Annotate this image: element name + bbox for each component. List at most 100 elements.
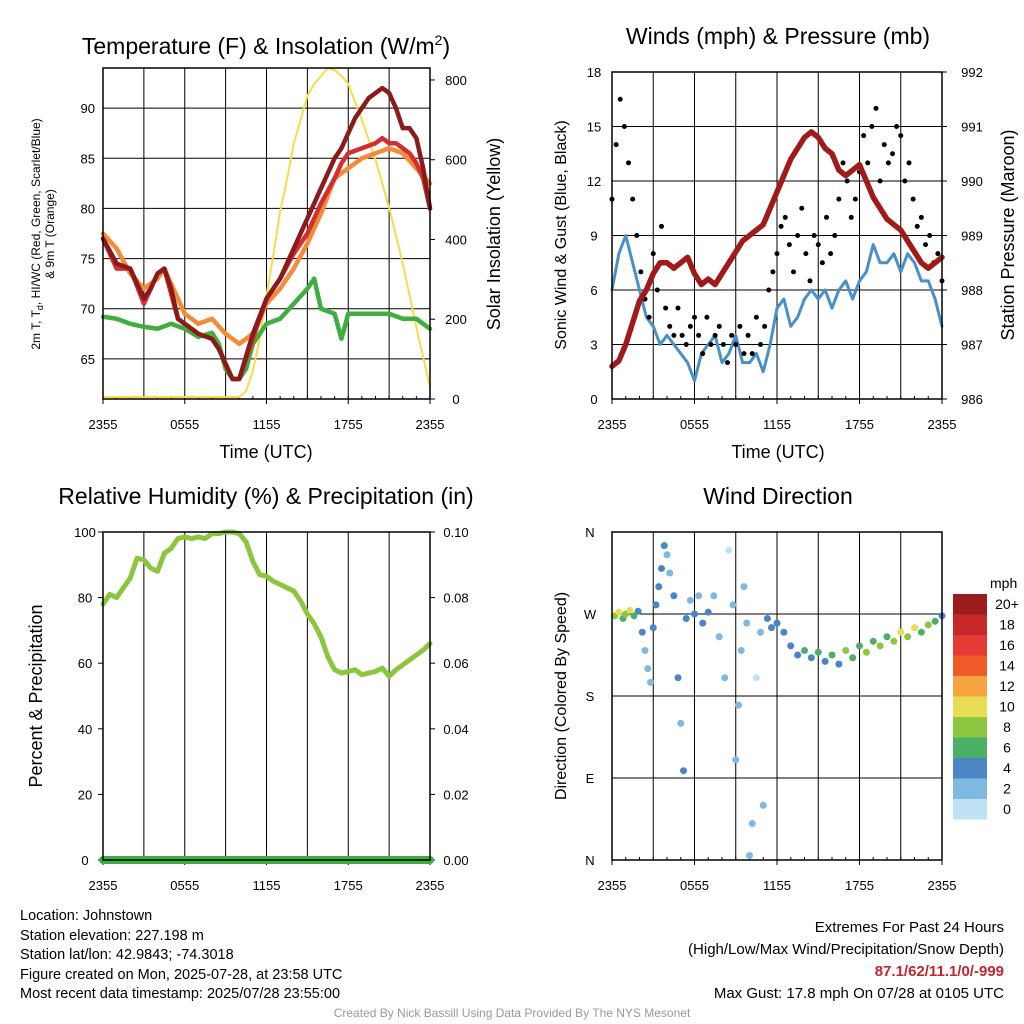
direction-xtick-label: 1755: [845, 878, 874, 893]
winds-y2tick-label: 988: [961, 283, 983, 298]
temperature-y2tick-label: 400: [445, 232, 467, 247]
winds-gust-point: [741, 351, 747, 357]
direction-legend-swatch: [953, 635, 987, 656]
direction-legend-label: 20+: [995, 596, 1019, 612]
winds-gust-point: [815, 242, 821, 248]
extremes-subtitle: (High/Low/Max Wind/Precipitation/Snow De…: [688, 941, 1004, 958]
extremes-title: Extremes For Past 24 Hours: [814, 919, 1004, 936]
direction-point: [644, 665, 652, 673]
winds-xtick-label: 1155: [763, 417, 791, 432]
direction-legend-swatch: [953, 594, 987, 615]
station-elevation: Station elevation: 227.198 m: [20, 927, 204, 944]
direction-point: [835, 660, 843, 668]
winds-gust-point: [758, 342, 763, 347]
direction-point: [911, 624, 918, 632]
winds-chart-title: Winds (mph) & Pressure (mb): [626, 23, 930, 49]
temperature-chart-y2label: Solar Insolation (Yellow): [484, 138, 504, 330]
winds-y2tick-label: 987: [961, 338, 983, 353]
direction-xtick-label: 2355: [598, 878, 627, 893]
winds-ytick-label: 9: [590, 229, 597, 244]
direction-point: [715, 633, 723, 641]
winds-ytick-label: 3: [590, 338, 597, 353]
credit-line: Created By Nick Bassill Using Data Provi…: [333, 1006, 691, 1020]
direction-point: [780, 628, 788, 636]
direction-legend-swatch: [953, 655, 987, 676]
winds-gust-point: [634, 233, 640, 238]
winds-gust-point: [654, 287, 660, 293]
winds-gust-point: [885, 160, 891, 166]
winds-gust-point: [774, 251, 780, 257]
winds-gust-point: [923, 242, 928, 248]
winds-gust-point: [782, 214, 788, 220]
winds-gust-point: [935, 251, 941, 257]
winds-gust-point: [646, 314, 652, 320]
temperature-series-dewpoint: [100, 276, 433, 382]
direction-point: [773, 619, 781, 627]
direction-point: [641, 646, 649, 654]
direction-legend-swatch: [953, 614, 987, 635]
winds-gust-point: [753, 314, 759, 320]
winds-gust-point: [700, 351, 706, 357]
direction-point: [924, 621, 932, 629]
direction-point: [842, 646, 850, 654]
direction-point: [737, 646, 745, 654]
winds-gust-point: [865, 160, 871, 166]
direction-point: [710, 592, 718, 600]
direction-ytick-label: N: [585, 525, 594, 540]
winds-plot-frame: [611, 71, 943, 400]
direction-point: [634, 607, 642, 615]
station-location: Location: Johnstown: [20, 908, 153, 924]
temperature-ytick-label: 80: [81, 201, 95, 216]
direction-legend-swatch: [953, 676, 987, 697]
humidity-y2tick-label: 0.04: [443, 722, 468, 737]
winds-gust-point: [890, 151, 895, 157]
winds-gust-point: [927, 233, 933, 238]
winds-gust-point: [877, 178, 883, 184]
winds-gust-point: [786, 242, 792, 248]
direction-legend-label: 0: [1003, 801, 1011, 817]
humidity-chart-title: Relative Humidity (%) & Precipitation (i…: [58, 483, 473, 509]
winds-gust-point: [828, 251, 834, 257]
direction-point: [807, 654, 815, 662]
humidity-xtick-label: 0555: [170, 878, 199, 893]
extremes-values: 87.1/62/11.1/0/-999: [874, 963, 1004, 980]
humidity-series-rh: [100, 529, 433, 679]
direction-xtick-label: 2355: [928, 878, 957, 893]
temperature-series-solar: [102, 67, 431, 399]
winds-gust-point: [881, 142, 887, 148]
winds-gust-point: [852, 196, 858, 202]
direction-point: [691, 610, 698, 618]
direction-point: [647, 678, 654, 686]
direction-xtick-label: 1155: [763, 878, 791, 893]
winds-gust-point: [687, 323, 693, 329]
temperature-xtick-label: 1755: [334, 417, 363, 432]
winds-gust-point: [894, 124, 900, 129]
direction-point: [660, 542, 668, 550]
winds-ytick-label: 18: [587, 65, 601, 80]
extremes-info: Extremes For Past 24 Hours (High/Low/Max…: [688, 917, 1004, 1005]
direction-ytick-label: N: [585, 853, 594, 868]
direction-legend-swatch: [953, 737, 987, 758]
direction-point: [658, 564, 665, 572]
winds-gust-point: [708, 342, 714, 347]
direction-point: [704, 608, 712, 616]
temperature-series-temp: [100, 85, 433, 382]
winds-gust-point: [778, 223, 784, 229]
direction-point: [729, 601, 737, 609]
humidity-y2tick-label: 0.00: [443, 853, 468, 868]
humidity-xtick-label: 1755: [334, 878, 363, 893]
winds-y2tick-label: 992: [961, 65, 983, 80]
direction-point: [787, 642, 795, 650]
winds-gust-point: [630, 196, 636, 202]
direction-plot-frame: [611, 531, 943, 861]
humidity-ytick-label: 0: [81, 853, 88, 868]
direction-point: [663, 551, 671, 559]
direction-legend-label: 6: [1003, 740, 1011, 756]
winds-gust-point: [704, 314, 710, 320]
station-info: Location: Johnstown Station elevation: 2…: [20, 907, 342, 1005]
winds-gust-point: [914, 223, 920, 229]
winds-xtick-label: 0555: [680, 417, 709, 432]
humidity-y2tick-label: 0.06: [443, 656, 468, 671]
winds-gust-point: [898, 133, 904, 139]
direction-point: [732, 756, 740, 764]
